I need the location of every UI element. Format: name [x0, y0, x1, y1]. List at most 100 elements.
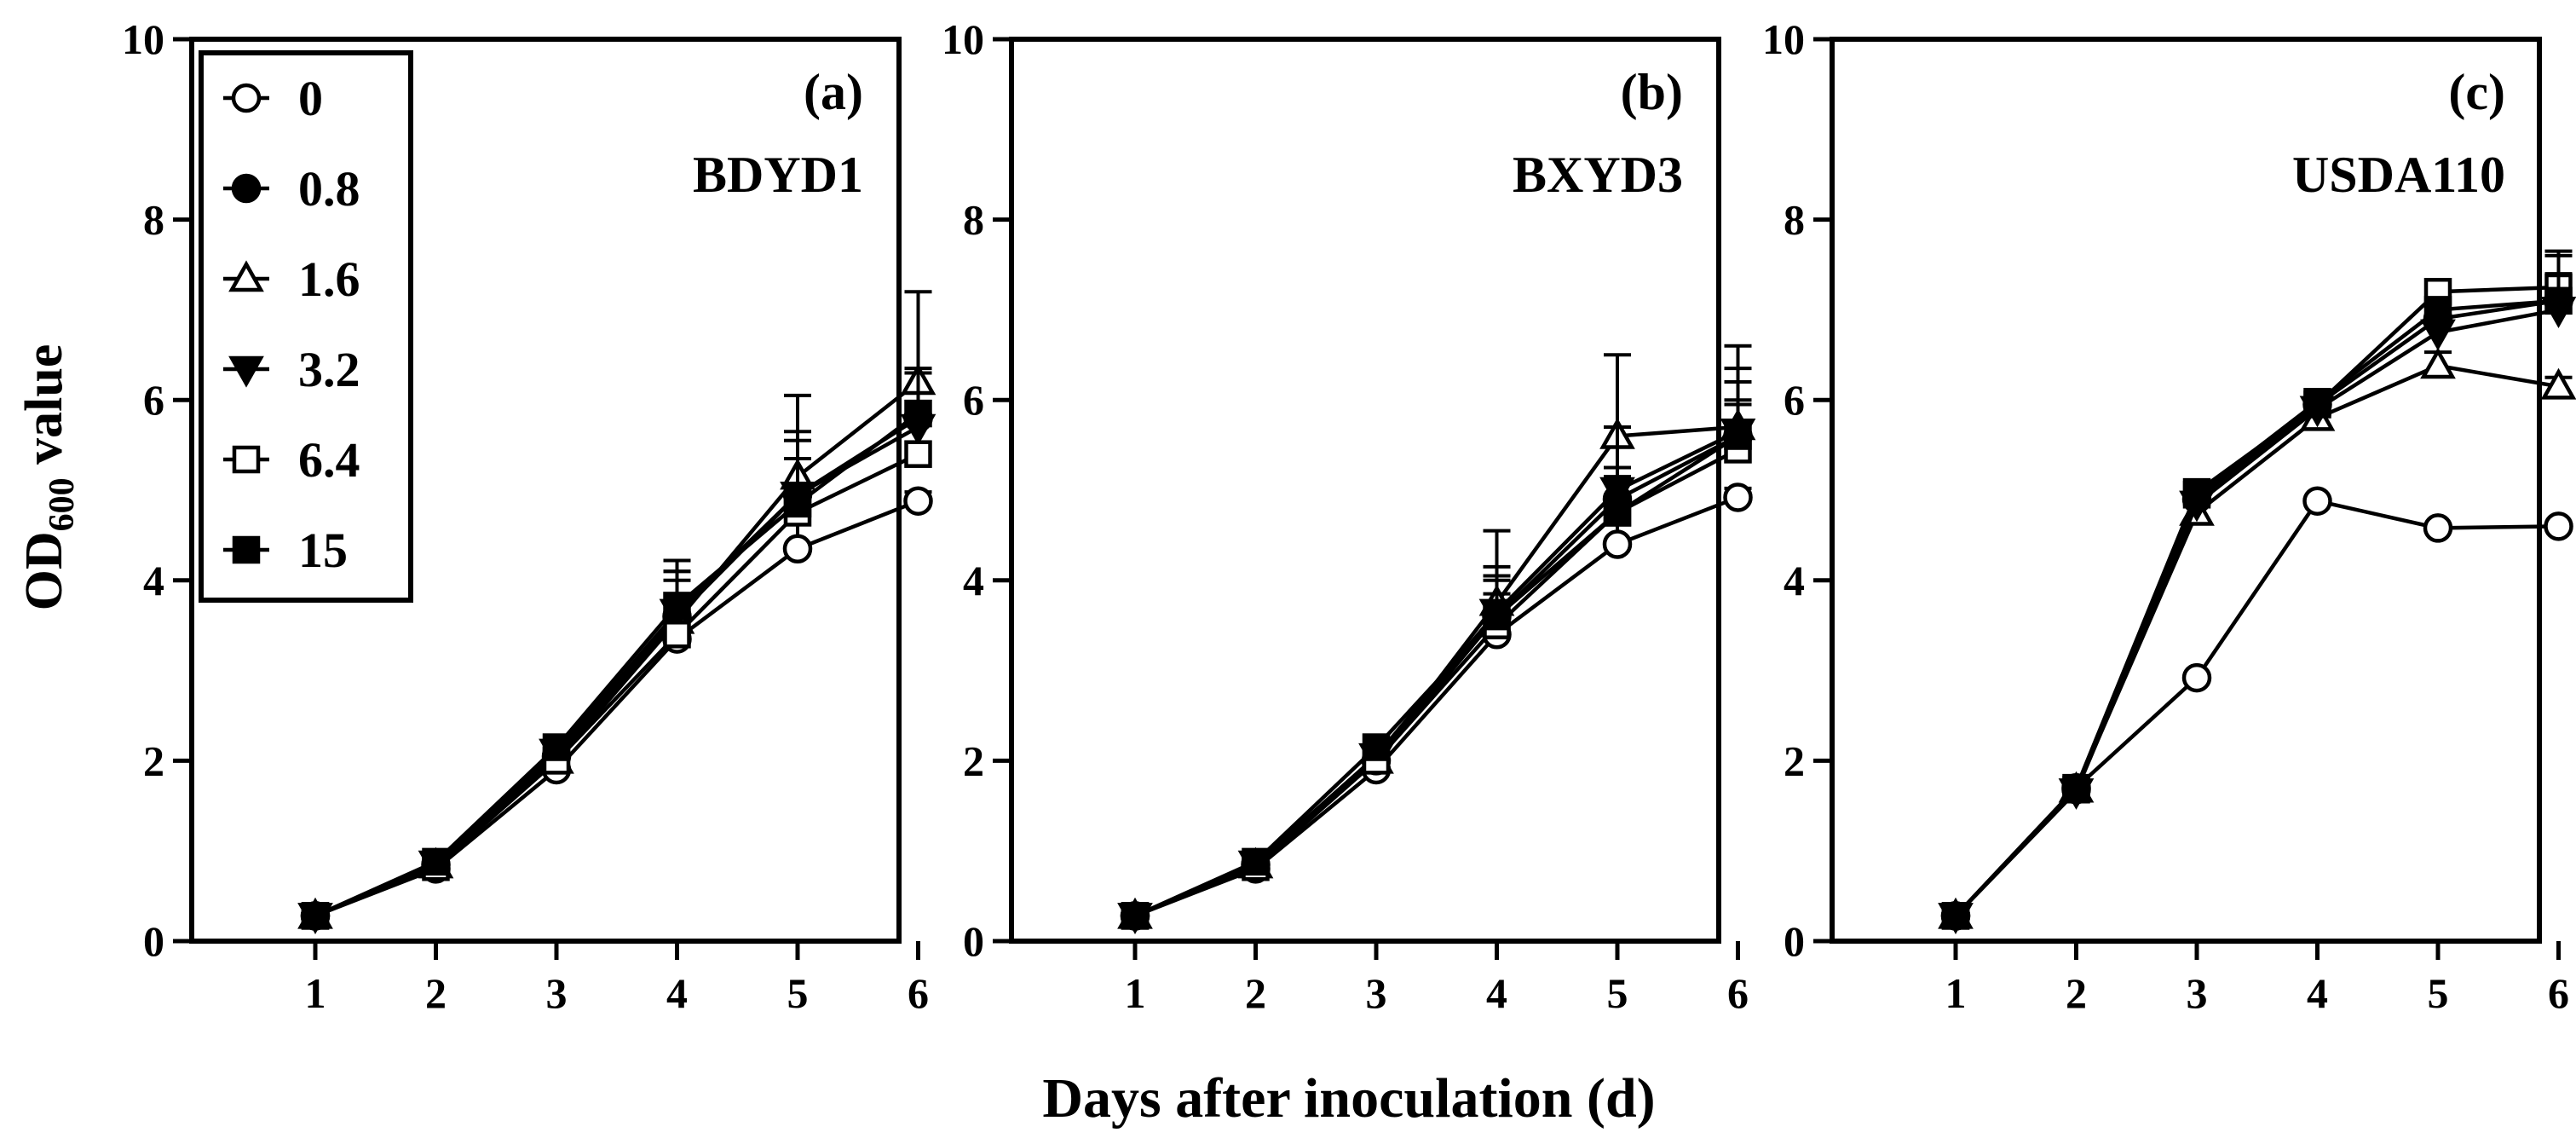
y-ticks: 0 2 4 6 8 10: [942, 15, 1011, 965]
data-point: [666, 593, 689, 617]
x-ticks: 1 2 3 4 5 6: [1125, 941, 1749, 1017]
legend-marker: [234, 538, 258, 562]
legend-marker: [233, 176, 259, 201]
y-tick-label: 4: [1784, 557, 1805, 604]
y-tick-label: 8: [963, 196, 984, 244]
x-tick-label: 1: [305, 969, 326, 1017]
data-point: [1244, 850, 1268, 874]
data-point: [2184, 665, 2210, 690]
legend-label: 6.4: [298, 432, 360, 488]
data-point: [2423, 321, 2452, 347]
series-15: [1123, 382, 1752, 927]
legend-marker: [233, 85, 259, 111]
data-point: [2305, 488, 2331, 514]
data-point: [906, 488, 931, 514]
legend-marker: [234, 448, 258, 471]
data-point: [907, 442, 931, 466]
series-group: [1941, 251, 2573, 931]
x-tick-label: 2: [2066, 969, 2087, 1017]
x-tick-label: 5: [1607, 969, 1628, 1017]
y-axis-title-sub: 600: [43, 477, 82, 531]
y-tick-label: 4: [143, 557, 164, 604]
data-point: [545, 736, 568, 760]
y-axis-title-main: OD: [15, 531, 73, 610]
panel-title: BDYD1: [693, 147, 863, 203]
panel-c: 0246810 123456 (c) USDA110: [1762, 15, 2573, 1017]
legend-label: 3.2: [298, 342, 360, 397]
x-tick-label: 6: [1727, 969, 1749, 1017]
y-tick-label: 4: [963, 557, 984, 604]
data-point: [1364, 736, 1388, 760]
legend-label: 0.8: [298, 161, 360, 217]
data-point: [666, 622, 689, 646]
data-point: [1605, 531, 1630, 557]
y-tick-label: 10: [122, 15, 164, 63]
data-point: [424, 850, 448, 874]
x-tick-label: 6: [2548, 969, 2569, 1017]
panel-title: BXYD3: [1513, 147, 1683, 203]
data-point: [1726, 425, 1750, 448]
series-line: [1135, 436, 1738, 916]
legend-label: 15: [298, 523, 348, 578]
y-tick-label: 0: [963, 917, 984, 965]
y-tick-label: 2: [1784, 737, 1805, 784]
series-3.2: [1121, 368, 1753, 930]
figure: OD600 value Days after inoculation (d) 0…: [0, 0, 2576, 1144]
y-tick-label: 6: [1784, 376, 1805, 424]
x-tick-label: 2: [425, 969, 447, 1017]
data-point: [2065, 777, 2089, 801]
data-point: [2425, 515, 2451, 540]
data-point: [1605, 500, 1629, 524]
y-tick-label: 0: [1784, 917, 1805, 965]
series-line: [1135, 427, 1738, 916]
series-6.4: [1123, 404, 1752, 927]
y-tick-label: 6: [143, 376, 164, 424]
y-axis-title: OD600 value: [15, 344, 82, 611]
series-1.6: [1941, 351, 2573, 927]
data-point: [2306, 390, 2330, 413]
legend-box: [201, 53, 411, 600]
x-tick-label: 5: [2428, 969, 2449, 1017]
x-tick-label: 4: [1486, 969, 1507, 1017]
y-tick-label: 8: [143, 196, 164, 244]
series-0: [1122, 484, 1752, 928]
series-1.6: [1121, 346, 1753, 927]
x-tick-label: 4: [2307, 969, 2328, 1017]
series-line: [1956, 301, 2559, 916]
data-point: [1726, 484, 1751, 510]
y-tick-label: 0: [143, 917, 164, 965]
data-point: [2547, 289, 2571, 313]
y-axis-title-rest: value: [15, 344, 73, 478]
panel-label: (c): [2448, 64, 2505, 120]
data-point: [2426, 298, 2450, 321]
x-tick-label: 3: [2187, 969, 2208, 1017]
panel-label: (a): [804, 64, 863, 120]
y-tick-label: 6: [963, 376, 984, 424]
series-line: [1135, 436, 1738, 916]
data-point: [785, 536, 810, 562]
x-tick-label: 5: [787, 969, 809, 1017]
series-group: [1121, 346, 1753, 931]
x-tick-label: 3: [546, 969, 568, 1017]
x-tick-label: 2: [1245, 969, 1266, 1017]
series-0: [1943, 488, 2572, 929]
data-point: [907, 402, 931, 425]
x-axis-title: Days after inoculation (d): [1042, 1067, 1655, 1130]
x-tick-label: 1: [1125, 969, 1146, 1017]
data-point: [1123, 904, 1147, 927]
panel-label: (b): [1621, 64, 1683, 120]
y-tick-label: 2: [963, 737, 984, 784]
y-ticks: 0 2 4 6 8 10: [122, 15, 192, 965]
data-point: [2423, 351, 2452, 377]
legend-label: 1.6: [298, 251, 360, 307]
data-point: [786, 492, 810, 516]
series-line: [1956, 501, 2559, 916]
x-ticks: 1 2 3 4 5 6: [1945, 941, 2570, 1017]
legend-label: 0: [298, 71, 323, 126]
y-ticks: 0 2 4 6 8 10: [1762, 15, 1832, 965]
data-point: [1944, 904, 1968, 927]
panel-b: 0246810 123456 (b) BXYD3: [942, 15, 1753, 1017]
y-tick-label: 8: [1784, 196, 1805, 244]
series-line: [1135, 497, 1738, 916]
panel-title: USDA110: [2292, 147, 2505, 203]
